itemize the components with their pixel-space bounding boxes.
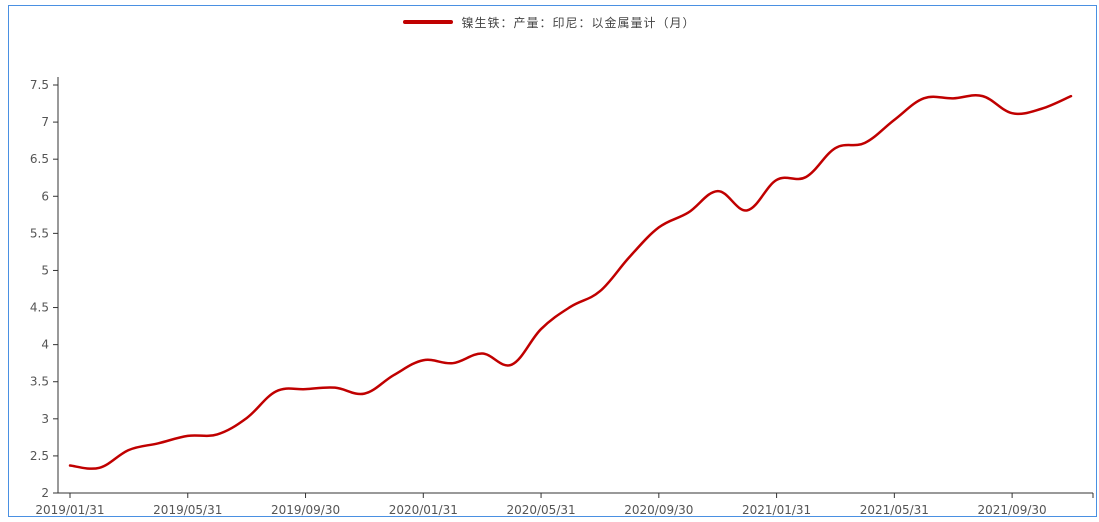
y-tick-label: 5.5 xyxy=(30,226,49,240)
x-tick-label: 2020/09/30 xyxy=(624,503,693,517)
x-tick-label: 2021/01/31 xyxy=(742,503,811,517)
y-tick-label: 5 xyxy=(41,263,49,277)
y-tick-label: 2.5 xyxy=(30,449,49,463)
y-tick-label: 6 xyxy=(41,189,49,203)
y-tick-label: 6.5 xyxy=(30,152,49,166)
legend-label: 镍生铁：产量：印尼：以金属量计（月） xyxy=(461,15,696,30)
x-tick-label: 2021/05/31 xyxy=(860,503,929,517)
y-tick-label: 4 xyxy=(41,338,49,352)
x-tick-label: 2019/05/31 xyxy=(153,503,222,517)
x-tick-label: 2020/01/31 xyxy=(389,503,458,517)
series-line-0 xyxy=(68,94,1073,470)
y-tick-label: 7.5 xyxy=(30,78,49,92)
y-tick-label: 7 xyxy=(41,115,49,129)
y-tick-label: 4.5 xyxy=(30,301,49,315)
legend-swatch xyxy=(403,20,454,24)
x-tick-label: 2021/09/30 xyxy=(978,503,1047,517)
y-tick-label: 2 xyxy=(41,486,49,500)
x-tick-label: 2020/05/31 xyxy=(506,503,575,517)
y-tick-label: 3.5 xyxy=(30,375,49,389)
x-tick-label: 2019/01/31 xyxy=(35,503,104,517)
chart-legend[interactable]: 镍生铁：产量：印尼：以金属量计（月） xyxy=(0,12,1099,32)
y-tick-label: 3 xyxy=(41,412,49,426)
chart-frame xyxy=(8,5,1097,517)
x-tick-label: 2019/09/30 xyxy=(271,503,340,517)
